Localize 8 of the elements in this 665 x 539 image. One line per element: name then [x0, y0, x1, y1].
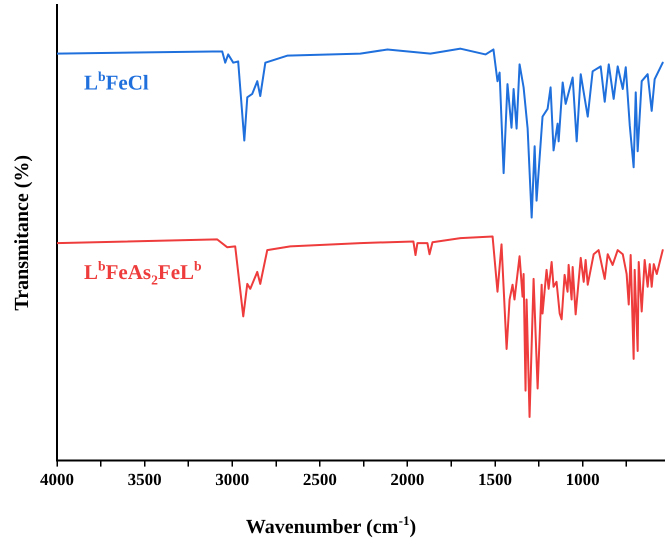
x-tick-label: 2000 [390, 470, 424, 490]
x-tick-label: 3000 [215, 470, 250, 490]
x-tick-label: 2500 [302, 470, 337, 490]
x-tick-label: 1000 [566, 470, 600, 490]
x-tick-label: 1500 [478, 470, 512, 490]
x-tick-label: 4000 [40, 470, 74, 490]
y-axis-title: Transmitance (%) [11, 154, 33, 311]
x-tick-label: 3500 [128, 470, 162, 490]
